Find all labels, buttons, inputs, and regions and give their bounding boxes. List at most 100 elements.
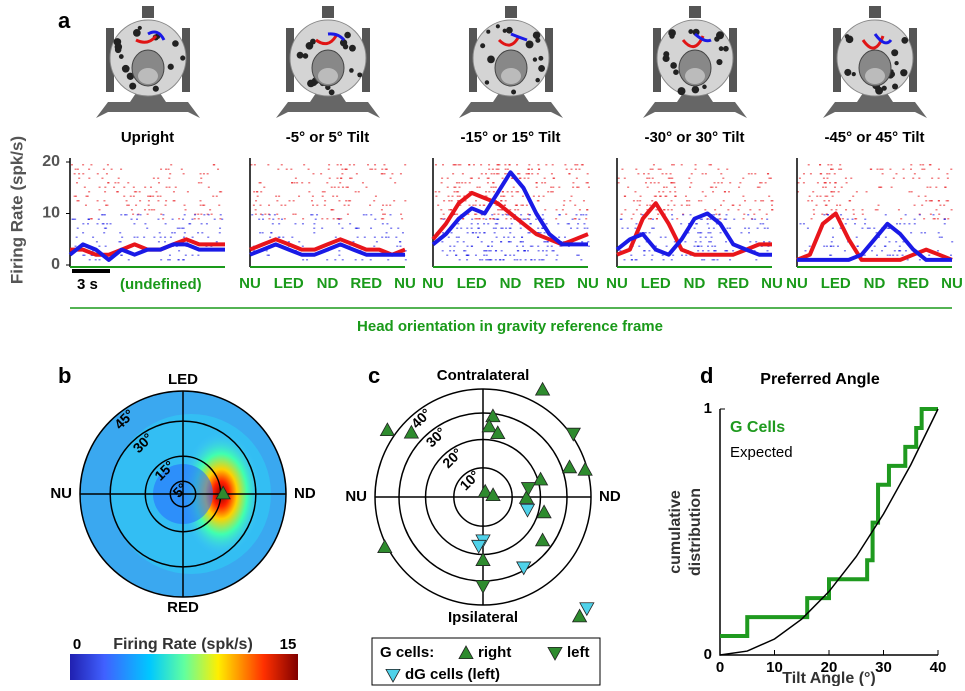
raster-tick <box>277 236 280 238</box>
raster-tick <box>639 195 642 197</box>
raster-tick <box>189 223 192 225</box>
raster-tick <box>404 259 407 261</box>
raster-tick <box>846 218 849 220</box>
raster-tick <box>929 186 932 188</box>
raster-tick <box>505 218 508 220</box>
raster-tick <box>889 168 892 170</box>
raster-tick <box>762 200 765 202</box>
raster-tick <box>555 218 558 220</box>
legend-label: left <box>567 644 590 661</box>
raster-tick <box>258 218 261 220</box>
raster-tick <box>830 209 833 211</box>
raster-tick <box>700 245 703 247</box>
raster-tick <box>636 200 639 202</box>
raster-tick <box>659 168 662 170</box>
raster-tick <box>923 168 926 170</box>
raster-tick <box>657 182 660 184</box>
raster-tick <box>132 186 135 188</box>
head-illustration <box>276 6 380 118</box>
raster-tick <box>708 227 711 229</box>
raster-tick <box>171 218 174 220</box>
raster-tick <box>768 241 771 243</box>
raster-tick <box>637 173 640 175</box>
raster-tick <box>96 223 99 225</box>
raster-tick <box>500 195 503 197</box>
raster-tick <box>310 214 313 216</box>
raster-tick <box>119 232 122 234</box>
raster-tick <box>688 204 691 206</box>
x-tick-label: RED <box>897 275 929 292</box>
raster-tick <box>313 232 316 234</box>
raster-tick <box>709 241 712 243</box>
raster-tick <box>669 173 672 175</box>
sphere-dot <box>718 46 724 52</box>
rate-curve <box>615 211 772 257</box>
raster-tick <box>218 232 221 234</box>
raster-tick <box>389 204 392 206</box>
raster-tick <box>182 259 185 261</box>
raster-tick <box>87 218 90 220</box>
raster-tick <box>86 195 89 197</box>
raster-tick <box>586 209 589 211</box>
sphere-dot <box>692 28 700 36</box>
raster-tick <box>147 200 150 202</box>
raster-tick <box>466 232 469 234</box>
sphere-dot <box>844 68 852 76</box>
direction-label: NU <box>50 485 72 502</box>
raster-tick <box>665 195 668 197</box>
series-line <box>720 407 938 639</box>
raster-tick <box>78 177 81 179</box>
x-tick-label: 10 <box>766 659 783 676</box>
raster-tick <box>694 168 697 170</box>
raster-tick <box>878 186 881 188</box>
raster-tick <box>348 164 351 166</box>
raster-tick <box>383 164 386 166</box>
raster-tick <box>519 227 522 229</box>
raster-tick <box>646 177 649 179</box>
raster-tick <box>339 177 342 179</box>
raster-tick <box>455 254 458 256</box>
raster-tick <box>617 182 620 184</box>
raster-tick <box>88 177 91 179</box>
raster-tick <box>490 173 493 175</box>
raster-tick <box>508 164 511 166</box>
raster-tick <box>399 173 402 175</box>
x-tick-label: ND <box>317 275 339 292</box>
raster-tick <box>578 209 581 211</box>
raster-tick <box>280 164 283 166</box>
raster-tick <box>453 191 456 193</box>
raster-tick <box>802 223 805 225</box>
raster-tick <box>671 164 674 166</box>
raster-tick <box>850 177 853 179</box>
raster-tick <box>798 177 801 179</box>
raster-tick <box>495 236 498 238</box>
raster-tick <box>456 200 459 202</box>
raster-tick <box>307 168 310 170</box>
raster-tick <box>290 168 293 170</box>
raster-tick <box>833 191 836 193</box>
raster-tick <box>452 164 455 166</box>
raster-tick <box>646 209 649 211</box>
raster-tick <box>531 173 534 175</box>
raster-tick <box>653 182 656 184</box>
raster-tick <box>550 245 553 247</box>
raster-tick <box>500 209 503 211</box>
raster-tick <box>700 232 703 234</box>
raster-tick <box>212 164 215 166</box>
sphere-dot <box>670 62 677 69</box>
sphere-dot <box>662 54 670 63</box>
raster-tick <box>332 209 335 211</box>
raster-tick <box>727 209 730 211</box>
raster-tick <box>732 204 735 206</box>
raster-tick <box>354 227 357 229</box>
raster-tick <box>680 254 683 256</box>
raster-tick <box>485 218 488 220</box>
raster-tick <box>529 223 532 225</box>
raster-tick <box>492 218 495 220</box>
raster-tick <box>486 182 489 184</box>
raster-tick <box>699 241 702 243</box>
raster-tick <box>635 209 638 211</box>
raster-tick <box>697 232 700 234</box>
sphere-dot <box>129 82 137 90</box>
raster-tick <box>458 259 461 261</box>
